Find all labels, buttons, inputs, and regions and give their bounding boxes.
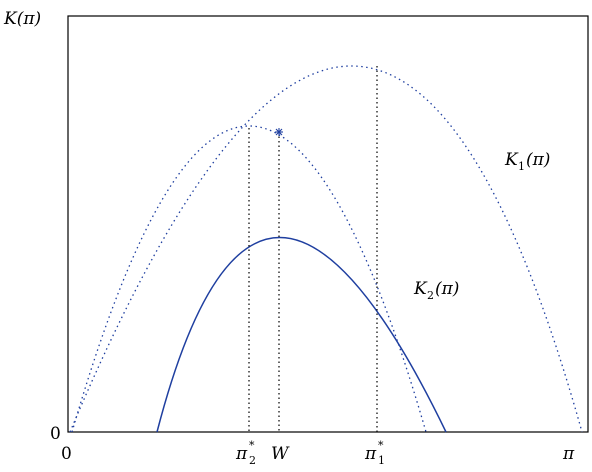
svg-text:1: 1	[378, 454, 385, 467]
k1-curve	[69, 65, 583, 433]
y-axis-label: K(π)	[3, 9, 41, 29]
k2-dotted-curve	[71, 125, 427, 433]
plot-frame	[67, 15, 589, 433]
svg-text:2: 2	[249, 454, 256, 467]
svg-text:K: K	[413, 279, 428, 299]
svg-text:(π): (π)	[435, 279, 459, 299]
intersection-star-icon	[275, 128, 283, 136]
w-label: W	[271, 444, 290, 464]
k2-solid-curve	[156, 236, 447, 433]
svg-text:1: 1	[518, 160, 525, 173]
svg-text:π: π	[235, 444, 248, 464]
svg-text:(π): (π)	[526, 150, 550, 170]
x-origin-label: 0	[61, 444, 72, 464]
y-origin-label: 0	[50, 424, 61, 444]
pi1-star-label: π 1 *	[364, 439, 385, 467]
x-axis-end-label: π	[562, 444, 575, 464]
svg-text:*: *	[249, 439, 255, 452]
pi2-star-label: π 2 *	[235, 439, 256, 467]
svg-text:π: π	[364, 444, 377, 464]
k2-label: K 2 (π)	[413, 279, 459, 302]
svg-text:*: *	[378, 439, 384, 452]
svg-text:K: K	[504, 150, 519, 170]
k1-label: K 1 (π)	[504, 150, 550, 173]
svg-text:2: 2	[427, 289, 434, 302]
